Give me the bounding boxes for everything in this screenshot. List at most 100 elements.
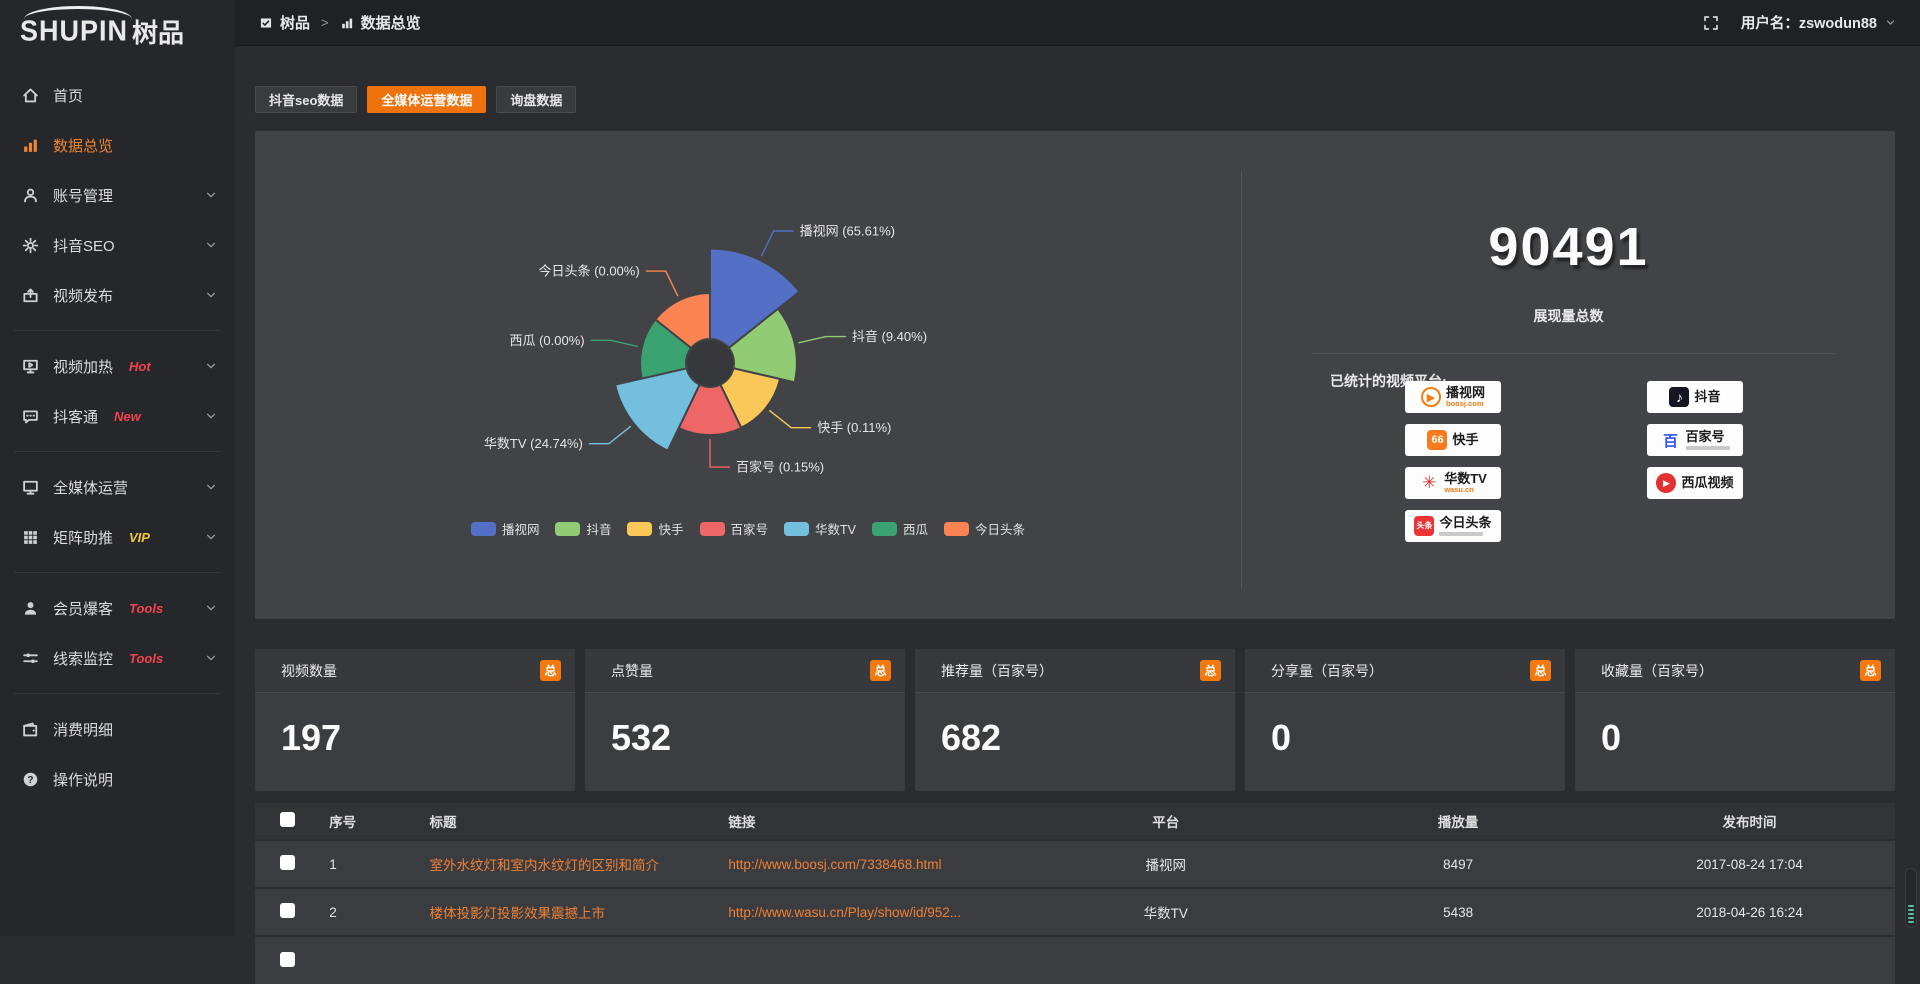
legend-item-播视网[interactable]: 播视网 (470, 519, 539, 538)
sidebar-item-3[interactable]: 抖音SEO (0, 220, 235, 270)
legend-item-百家号[interactable]: 百家号 (699, 519, 768, 538)
row-checkbox[interactable] (279, 951, 295, 967)
chevron-down-icon (205, 481, 217, 493)
stat-card-0: 视频数量 总 197 (255, 649, 575, 791)
impressions-total-label: 展现量总数 (1533, 308, 1604, 324)
stat-card-1: 点赞量 总 532 (585, 649, 905, 791)
platform-name: 西瓜视频 (1681, 475, 1734, 491)
table-row-0: 1 室外水纹灯和室内水纹灯的区别和简介 http://www.boosj.com… (255, 839, 1895, 888)
overview-panel: 播视网 (65.61%) 抖音 (9.40%) 快手 (0.11%) 百家号 (0.1… (255, 131, 1895, 619)
sidebar-item-label: 全媒体运营 (53, 479, 129, 497)
stat-card-value: 532 (611, 717, 672, 758)
fullscreen-icon[interactable] (1703, 15, 1719, 31)
sidebar-item-0[interactable]: 首页 (0, 70, 235, 120)
cell-platform: 华数TV (1019, 887, 1313, 936)
sidebar-item-label: 线索监控 (53, 650, 114, 668)
chart-legend: 播视网 抖音 快手 百家号 华数TV 西瓜 今日头条 (255, 519, 1241, 538)
row-checkbox[interactable] (279, 903, 295, 918)
pie-label: 快手 (0.11%) (817, 420, 891, 435)
sidebar-item-label: 抖音SEO (53, 237, 115, 255)
sidebar-item-8[interactable]: 矩阵助推 VIP (0, 512, 235, 562)
kuaishou-icon: 66 (1427, 430, 1448, 450)
stat-card-total-badge[interactable]: 总 (1530, 660, 1551, 681)
tab-2[interactable]: 询盘数据 (496, 86, 577, 113)
sidebar-item-11[interactable]: 消费明细 (0, 704, 235, 754)
legend-swatch (872, 521, 897, 536)
impressions-total-value: 90491 (1488, 217, 1649, 277)
stat-card-total-badge[interactable]: 总 (1860, 660, 1881, 681)
chevron-down-icon (205, 531, 217, 543)
cell-title-link[interactable]: 室外水纹灯和室内水纹灯的区别和简介 (419, 839, 719, 888)
pie-label: 今日头条 (0.00%) (539, 264, 640, 279)
main-content: 抖音seo数据 全媒体运营数据 询盘数据 播视网 (65.61%) 抖音 (9.40%… (235, 46, 1920, 984)
stat-card-4: 收藏量（百家号） 总 0 (1575, 649, 1895, 791)
sidebar-item-label: 操作说明 (53, 771, 114, 789)
gear-icon (22, 237, 39, 254)
pie-slice-今日头条[interactable] (653, 291, 711, 350)
legend-label: 快手 (658, 523, 684, 537)
legend-item-华数TV[interactable]: 华数TV (784, 519, 856, 538)
column-header-3: 平台 (1019, 803, 1313, 840)
sidebar-item-label: 抖客通 (53, 408, 99, 426)
chevron-down-icon (205, 239, 217, 251)
scrollbar-thumb[interactable] (1905, 868, 1917, 928)
pie-label: 抖音 (9.40%) (852, 329, 927, 344)
stat-card-total-badge[interactable]: 总 (870, 660, 891, 681)
stat-card-value: 682 (941, 717, 1002, 758)
sidebar-item-12[interactable]: ? 操作说明 (0, 754, 235, 804)
cell-title-link[interactable]: 楼体投影灯投影效果震撼上市 (419, 887, 719, 936)
cell-no: 2 (319, 887, 420, 936)
topbar-right: 用户名：zswodun88 (1703, 12, 1896, 33)
legend-item-今日头条[interactable]: 今日头条 (944, 519, 1025, 538)
row-checkbox[interactable] (279, 855, 295, 870)
stat-card-header: 点赞量 总 (585, 649, 905, 693)
legend-item-西瓜[interactable]: 西瓜 (872, 519, 928, 538)
chevron-down-icon (205, 410, 217, 422)
legend-item-快手[interactable]: 快手 (627, 519, 684, 538)
stat-card-total-badge[interactable]: 总 (540, 660, 561, 681)
legend-item-抖音[interactable]: 抖音 (555, 519, 611, 538)
pie-label: 华数TV (24.74%) (484, 436, 583, 451)
cell-url-link[interactable]: http://www.boosj.com/7338468.html (718, 839, 1020, 888)
sidebar-item-7[interactable]: 全媒体运营 (0, 462, 235, 512)
wallet-icon (22, 721, 39, 738)
stat-card-title: 推荐量（百家号） (941, 662, 1053, 679)
sidebar-item-6[interactable]: 抖客通 New (0, 391, 235, 441)
sidebar-item-label: 首页 (53, 87, 84, 105)
sidebar-item-2[interactable]: 账号管理 (0, 170, 235, 220)
upload-icon (22, 287, 39, 304)
select-all-checkbox[interactable] (279, 812, 295, 827)
sidebar-item-label: 账号管理 (53, 187, 114, 205)
pie-label: 百家号 (0.15%) (736, 460, 824, 475)
app-logo[interactable]: SHUPIN 树品 (0, 0, 235, 62)
user-label: 用户名：zswodun88 (1740, 16, 1877, 32)
sidebar-item-4[interactable]: 视频发布 (0, 270, 235, 320)
legend-label: 今日头条 (975, 523, 1026, 537)
sidebar-item-9[interactable]: 会员爆客 Tools (0, 583, 235, 633)
user-icon (22, 187, 39, 204)
sidebar-item-badge: Hot (129, 358, 151, 374)
table-row-1: 2 楼体投影灯投影效果震撼上市 http://www.wasu.cn/Play/… (255, 887, 1895, 936)
tab-1[interactable]: 全媒体运营数据 (367, 86, 487, 113)
breadcrumb-root[interactable]: 树品 (280, 15, 311, 32)
stat-card-total-badge[interactable]: 总 (1200, 660, 1221, 681)
pie-slice-华数TV[interactable] (613, 367, 701, 453)
tab-0[interactable]: 抖音seo数据 (255, 86, 358, 113)
platform-name: 华数TV (1444, 471, 1487, 487)
cell-time: 2018-04-26 16:24 (1604, 887, 1895, 936)
user-menu[interactable]: 用户名：zswodun88 (1741, 12, 1896, 33)
cell-url-link[interactable]: http://www.wasu.cn/Play/show/id/952... (718, 887, 1020, 936)
sidebar-item-5[interactable]: 视频加热 Hot (0, 341, 235, 391)
column-header-2: 链接 (718, 803, 1020, 840)
data-tabs: 抖音seo数据 全媒体运营数据 询盘数据 (255, 86, 1895, 113)
platform-tagline-bar (1685, 445, 1730, 450)
platform-subtext: boosj.com (1445, 398, 1484, 408)
pie-slice-播视网[interactable] (709, 247, 802, 350)
pie-slice-抖音[interactable] (727, 307, 798, 384)
sidebar-item-1[interactable]: 数据总览 (0, 120, 235, 170)
sidebar-divider (14, 693, 221, 694)
platform-name: 抖音 (1694, 389, 1721, 405)
legend-swatch (555, 521, 581, 536)
sidebar-item-10[interactable]: 线索监控 Tools (0, 633, 235, 683)
legend-label: 抖音 (586, 523, 612, 537)
